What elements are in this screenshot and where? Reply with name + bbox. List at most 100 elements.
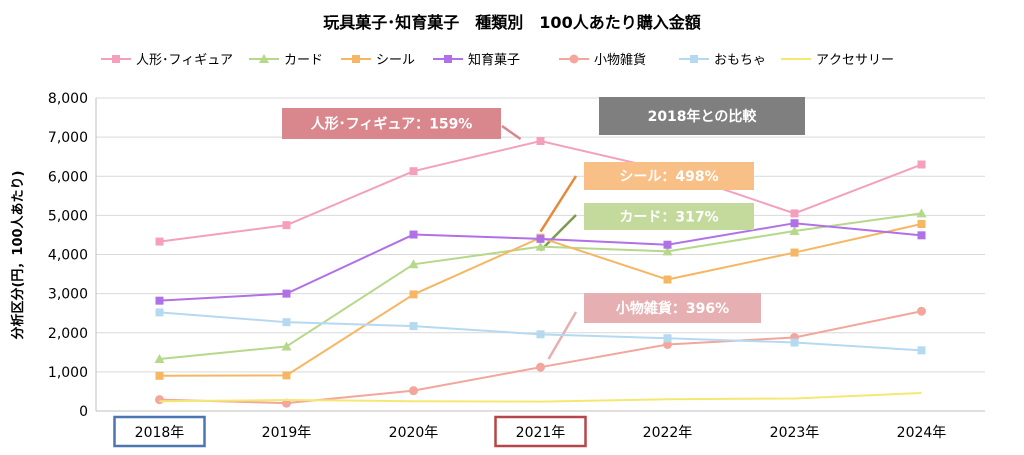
callout-box (584, 203, 754, 230)
x-tick-label: 2022年 (643, 425, 693, 441)
data-point (690, 55, 698, 63)
data-point (536, 234, 545, 243)
data-point (155, 371, 164, 380)
y-tick-label: 6,000 (48, 169, 88, 185)
x-category-highlight-box (113, 415, 206, 448)
y-tick-label: 5,000 (48, 208, 88, 224)
data-point (282, 289, 291, 298)
data-point (409, 167, 418, 176)
y-tick-label: 7,000 (48, 130, 88, 146)
data-point (282, 318, 291, 327)
legend-item: シール (341, 53, 415, 68)
x-category-highlight-box (494, 415, 587, 448)
data-point (662, 246, 673, 256)
data-point (154, 353, 165, 363)
data-point (663, 339, 672, 349)
callout-text: 人形･フィギュア：159% (311, 116, 473, 133)
data-point (569, 54, 579, 64)
x-tick-label: 2021年 (516, 425, 566, 441)
series (159, 392, 922, 403)
legend-item: 知育菓子 (433, 52, 520, 68)
data-point (917, 231, 926, 240)
legend-label: カード (284, 53, 323, 68)
data-point (536, 330, 545, 339)
y-axis-ticks: 0 1,000 2,000 3,000 4,000 5,000 6,000 7,000 8,00… (48, 91, 88, 420)
series-line (159, 140, 922, 243)
y-axis-label: 分析区分(円，100人あたり) (10, 170, 26, 339)
legend-label: 知育菓子 (468, 52, 520, 68)
callout-box (584, 293, 761, 323)
legend-item: 小物雑貨 (559, 52, 646, 68)
data-point (536, 137, 545, 146)
data-point (409, 290, 418, 299)
callout-connector (539, 175, 578, 233)
callout-connector (501, 124, 522, 141)
data-point (409, 322, 418, 331)
x-tick-label: 2018年 (135, 425, 185, 441)
callout-text: 2018年との比較 (648, 108, 758, 125)
data-point (155, 237, 164, 246)
callout-text: シール：498% (619, 169, 718, 185)
series (155, 219, 926, 305)
series-line (159, 310, 922, 405)
data-point (444, 55, 452, 63)
data-point (917, 346, 926, 355)
y-tick-label: 2,000 (48, 326, 88, 342)
data-point (536, 362, 545, 372)
legend-item: アクセサリー (781, 53, 894, 68)
data-point (789, 226, 800, 236)
data-point (155, 296, 164, 305)
data-point (535, 241, 546, 251)
data-point (352, 55, 360, 63)
data-point (663, 275, 672, 284)
data-point (281, 341, 292, 351)
data-point (663, 334, 672, 343)
gridlines (95, 97, 985, 412)
callout-connector (539, 214, 577, 252)
data-point (282, 371, 291, 380)
y-tick-label: 4,000 (48, 248, 88, 264)
data-point (790, 219, 799, 228)
legend-label: 人形･フィギュア (136, 53, 233, 68)
callout-box (584, 162, 754, 190)
series (154, 208, 927, 363)
data-point (790, 209, 799, 218)
data-point (917, 219, 926, 228)
x-tick-label: 2023年 (770, 425, 820, 441)
data-point (917, 306, 926, 316)
x-tick-label: 2024年 (897, 425, 947, 441)
callout-box (282, 108, 501, 139)
callout-text: 小物雑貨：396% (616, 300, 729, 317)
data-point (663, 240, 672, 249)
data-point (112, 55, 120, 63)
series-lines (154, 137, 927, 408)
data-point (409, 230, 418, 239)
callout-text: カード：317% (619, 210, 718, 226)
legend-item: 人形･フィギュア (101, 53, 233, 68)
x-axis-ticks: 2018年 2019年 2020年 2021年 2022年 2023年 2024年 (113, 415, 947, 448)
series-line (159, 392, 922, 403)
data-point (409, 386, 418, 396)
legend-label: アクセサリー (816, 53, 894, 68)
data-point (155, 308, 164, 317)
y-tick-label: 1,000 (48, 365, 88, 381)
legend-label: おもちゃ (714, 53, 766, 68)
legend-label: 小物雑貨 (594, 52, 646, 68)
data-point (408, 259, 419, 269)
chart-title: 玩具菓子･知育菓子 種類別 100人あたり購入金額 (323, 13, 700, 32)
y-tick-label: 8,000 (48, 91, 88, 107)
series (155, 306, 926, 408)
callouts: 2018年との比較 人形･フィギュア：159% シール：498% カード：317% 小物… (282, 97, 805, 323)
data-point (259, 54, 269, 63)
legend-item: おもちゃ (679, 53, 766, 68)
x-tick-label: 2019年 (262, 425, 312, 441)
data-point (917, 160, 926, 169)
legend-label: シール (376, 53, 415, 68)
series (155, 308, 926, 355)
data-point (155, 395, 164, 405)
legend-item: カード (249, 53, 323, 68)
data-point (790, 338, 799, 347)
x-tick-label: 2020年 (389, 425, 439, 441)
callout-box (599, 97, 805, 135)
